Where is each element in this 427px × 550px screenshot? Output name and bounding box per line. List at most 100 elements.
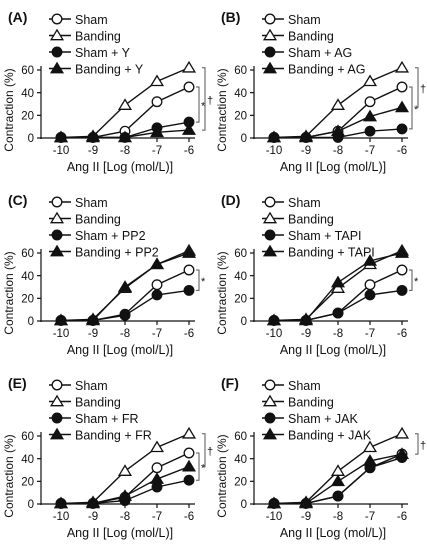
bracket-line <box>196 452 200 481</box>
chart-panel: (A) Sham Banding Sham + Y Banding + Y 0 20 40 60… <box>2 9 213 174</box>
data-point <box>149 125 165 138</box>
bracket-line <box>196 269 200 291</box>
y-tick-label: 20 <box>234 111 247 123</box>
data-point <box>364 289 376 301</box>
legend-item: Sham + FR <box>49 412 139 426</box>
data-point <box>262 61 278 74</box>
legend-label: Sham <box>75 13 108 27</box>
series <box>266 100 410 143</box>
x-tick-label: -8 <box>120 145 130 157</box>
data-point <box>394 60 410 73</box>
x-tick-label: -7 <box>152 328 162 340</box>
data-point <box>362 109 378 122</box>
data-point <box>362 454 378 466</box>
significance-symbol: * <box>201 463 206 475</box>
data-point <box>332 490 344 502</box>
legend-label: Sham <box>288 379 321 393</box>
chart-panel: (F) Sham Banding Sham + JAK Banding + JAK 0 20… <box>215 375 426 540</box>
legend-item: Sham <box>262 13 321 27</box>
bracket-line <box>202 433 206 468</box>
data-point <box>266 496 282 509</box>
x-tick-label: -10 <box>53 145 70 157</box>
y-tick-label: 0 <box>28 133 34 145</box>
significance-bracket: † <box>202 67 213 131</box>
x-tick-label: -8 <box>120 328 130 340</box>
legend-item: Banding + FR <box>49 427 152 443</box>
y-tick-label: 60 <box>21 65 34 77</box>
data-point <box>151 96 163 108</box>
panel-label: (D) <box>221 192 240 208</box>
x-tick-label: -8 <box>333 145 343 157</box>
y-axis-label: Contraction (%) <box>215 434 229 517</box>
data-point <box>117 464 133 476</box>
data-point <box>49 28 65 41</box>
legend-item: Banding <box>262 394 334 410</box>
data-point <box>364 125 376 137</box>
data-point <box>183 264 195 276</box>
data-point <box>181 246 197 258</box>
y-tick-label: 40 <box>234 88 247 100</box>
data-point <box>264 379 276 391</box>
data-point <box>117 98 133 110</box>
data-point <box>49 244 65 257</box>
legend-label: Banding <box>75 30 121 44</box>
data-point <box>51 379 63 391</box>
data-point <box>298 496 314 509</box>
bracket-line <box>409 269 413 291</box>
x-tick-label: -10 <box>266 145 283 157</box>
legend-label: Banding + TAPI <box>288 246 375 260</box>
legend-item: Sham <box>49 13 108 27</box>
data-point <box>51 196 63 208</box>
data-point <box>364 96 376 108</box>
significance-bracket: * <box>409 269 419 291</box>
legend-label: Sham <box>75 379 108 393</box>
data-point <box>394 100 410 113</box>
data-point <box>396 264 408 276</box>
y-tick-label: 60 <box>234 65 247 77</box>
x-tick-label: -6 <box>184 328 194 340</box>
data-point <box>330 98 346 110</box>
data-point <box>117 489 133 501</box>
panel-label: (A) <box>8 9 27 25</box>
y-axis-label: Contraction (%) <box>2 434 16 517</box>
data-point <box>362 74 378 87</box>
data-point <box>183 81 195 93</box>
data-point <box>262 427 278 440</box>
x-tick-label: -8 <box>120 511 130 523</box>
legend-item: Sham <box>49 379 108 393</box>
x-tick-label: -10 <box>53 328 70 340</box>
data-point <box>49 427 65 440</box>
y-tick-label: 0 <box>241 316 247 328</box>
data-point <box>181 123 197 135</box>
significance-bracket: † <box>415 67 426 108</box>
data-point <box>262 28 278 41</box>
data-point <box>298 313 314 326</box>
y-axis-label: Contraction (%) <box>2 68 16 151</box>
x-tick-label: -6 <box>184 511 194 523</box>
y-tick-label: 40 <box>21 88 34 100</box>
data-point <box>53 130 69 143</box>
x-tick-label: -9 <box>301 511 311 523</box>
data-point <box>330 124 346 137</box>
legend-item: Sham + JAK <box>262 412 358 426</box>
bracket-line <box>409 86 413 130</box>
legend-label: Sham + JAK <box>288 412 358 426</box>
x-tick-label: -6 <box>184 145 194 157</box>
data-point <box>85 130 101 143</box>
legend-label: Banding + FR <box>75 429 152 443</box>
data-point <box>49 211 65 224</box>
y-tick-label: 20 <box>21 111 34 123</box>
data-point <box>362 440 378 453</box>
legend-item: Banding <box>49 28 121 44</box>
x-axis-label: Ang II [Log (mol/L)] <box>280 160 386 174</box>
x-axis-label: Ang II [Log (mol/L)] <box>67 343 173 357</box>
data-point <box>51 229 63 241</box>
significance-symbol: * <box>201 101 206 113</box>
y-tick-label: 40 <box>234 271 247 283</box>
series <box>266 246 410 326</box>
legend-label: Sham <box>288 13 321 27</box>
data-point <box>332 307 344 319</box>
y-tick-label: 60 <box>21 248 34 260</box>
series <box>53 459 197 509</box>
